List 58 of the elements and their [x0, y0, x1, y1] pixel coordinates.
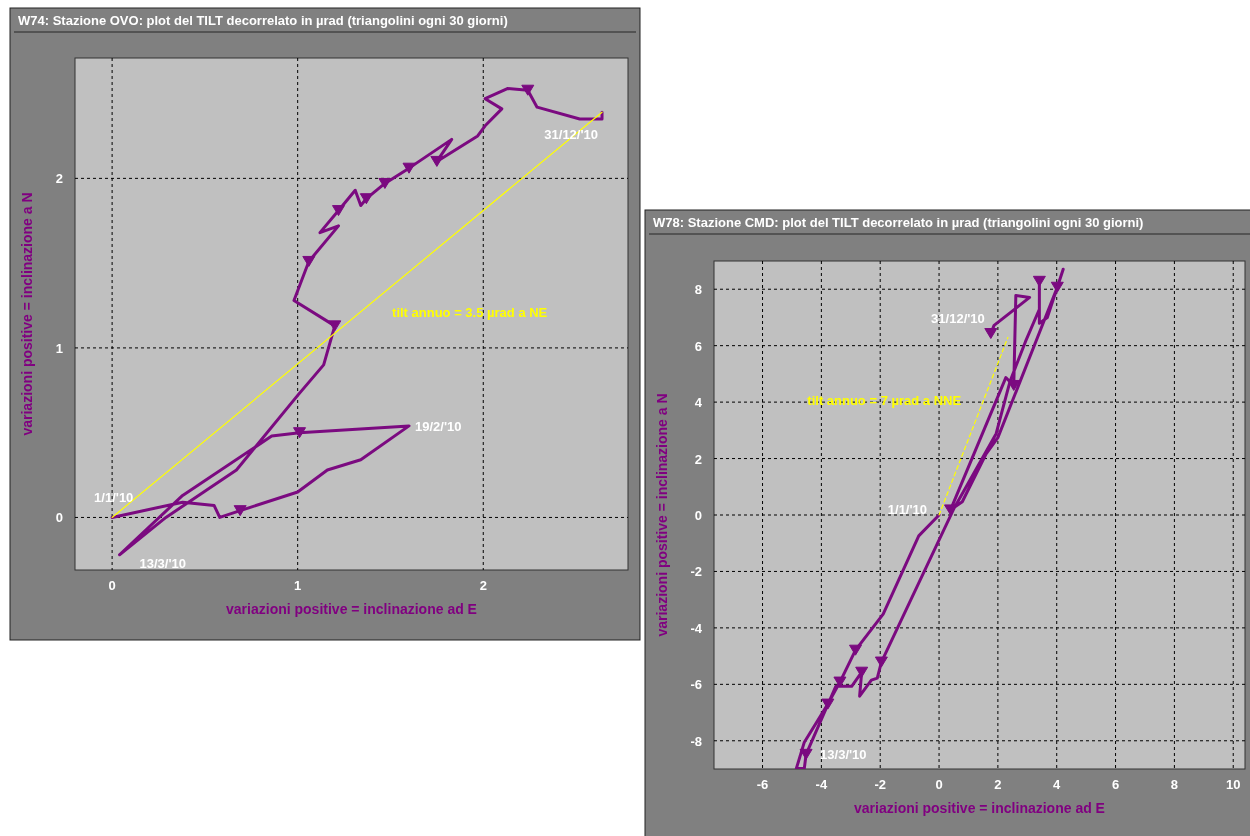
point: [1007, 379, 1021, 391]
x-tick-label: 2: [479, 578, 487, 593]
point: [1050, 281, 1064, 293]
x-tick-label: 6: [1111, 777, 1120, 792]
point: [328, 320, 342, 332]
x-tick-label: 4: [1053, 777, 1062, 792]
annotation: 13/3/'10: [139, 555, 187, 571]
point: [849, 644, 862, 656]
x-tick-label: 2: [994, 777, 1002, 792]
point: [402, 162, 416, 174]
point: [799, 748, 813, 760]
x-axis-title: variazioni positive = inclinazione ad E: [854, 800, 1105, 816]
y-tick-label: 0: [694, 508, 702, 523]
point: [855, 666, 869, 678]
y-axis-title: variazioni positive = inclinazione a N: [654, 393, 670, 637]
series-label: tilt annuo = 3.5 µrad a NE: [392, 304, 548, 320]
point: [984, 328, 998, 340]
y-tick-label: -4: [690, 620, 703, 636]
point: [332, 205, 346, 217]
y-tick-label: 2: [694, 451, 702, 467]
y-axis-title: variazioni positive = inclinazione a N: [19, 192, 35, 436]
y-tick-label: -2: [690, 564, 702, 580]
y-tick-label: -8: [690, 733, 702, 749]
y-tick-label: -6: [690, 677, 702, 693]
y-tick-label: 0: [55, 510, 63, 526]
chart-title: W74: Stazione OVO: plot del TILT decorrelato in µrad (triangolini ogni 30 giorni): [18, 13, 508, 28]
x-tick-label: 8: [1170, 777, 1179, 792]
annotation: 1/1/'10: [887, 502, 928, 517]
annotation: 13/3/'10: [820, 747, 867, 763]
point: [821, 698, 835, 710]
x-tick-label: 0: [108, 578, 116, 593]
x-tick-label: -2: [874, 777, 886, 792]
point: [233, 505, 247, 517]
series-label: tilt annuo = 7 µrad a NNE: [807, 393, 962, 409]
point: [1032, 275, 1046, 287]
x-tick-label: -6: [756, 777, 769, 792]
annotation: 1/1/'10: [94, 490, 134, 506]
point: [430, 155, 444, 167]
point: [293, 427, 307, 439]
point: [302, 255, 316, 267]
point: [874, 656, 888, 668]
y-tick-label: 4: [694, 395, 703, 411]
y-tick-label: 8: [694, 282, 702, 298]
point: [359, 193, 373, 205]
chart-title: W78: Stazione CMD: plot del TILT decorrelato in µrad (triangolini ogni 30 giorni): [653, 215, 1144, 230]
x-axis-title: variazioni positive = inclinazione ad E: [226, 601, 477, 617]
x-tick-label: 1: [294, 578, 302, 593]
annotation: 31/12/'10: [931, 310, 985, 326]
annotation: 19/2/'10: [415, 418, 462, 434]
y-tick-label: 2: [55, 171, 63, 187]
x-tick-label: 0: [935, 777, 943, 792]
point: [521, 84, 535, 96]
x-tick-label: -4: [815, 777, 828, 792]
x-tick-label: 10: [1226, 777, 1241, 792]
point: [378, 177, 392, 189]
y-tick-label: 6: [694, 338, 702, 354]
y-tick-label: 1: [55, 340, 63, 356]
line-series: [794, 267, 1065, 769]
